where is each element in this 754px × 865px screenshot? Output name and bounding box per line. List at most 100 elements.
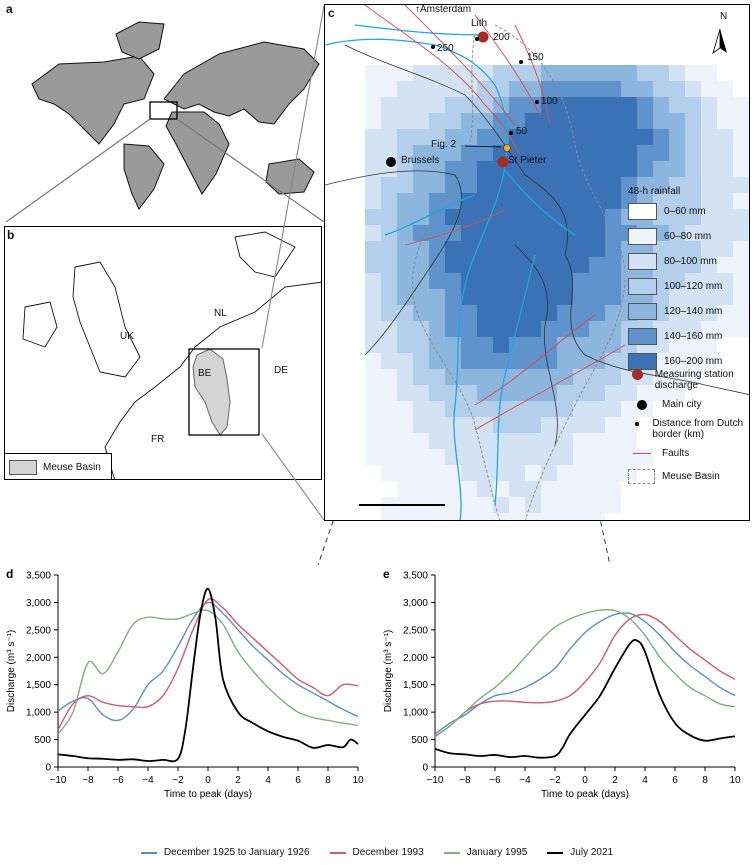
y-tick-label: 2,000 [26, 653, 51, 664]
rainfall-cell [509, 513, 525, 520]
europe-map [22, 231, 321, 479]
rainfall-cell [701, 337, 717, 353]
rainfall-cell [365, 65, 381, 81]
rainfall-cell [557, 241, 573, 257]
rainfall-cell [509, 465, 525, 481]
rainfall-cell [605, 433, 621, 449]
rainfall-cell [589, 225, 605, 241]
rainfall-cell [509, 289, 525, 305]
x-tick-label: 4 [265, 775, 271, 786]
rainfall-cell [509, 225, 525, 241]
rainfall-cell [685, 193, 701, 209]
rainfall-cell [461, 81, 477, 97]
rainfall-cell [381, 321, 397, 337]
panel-label: d [6, 567, 13, 581]
rainfall-cell [573, 289, 589, 305]
rainfall-cell [717, 81, 733, 97]
rainfall-cell [493, 321, 509, 337]
rainfall-cell [589, 257, 605, 273]
rainfall-cell [749, 129, 750, 145]
panel-a: a [4, 2, 326, 223]
rainfall-cell [669, 273, 685, 289]
rainfall-cell [365, 257, 381, 273]
rainfall-cell [397, 449, 413, 465]
rainfall-cell [669, 113, 685, 129]
rainfall-cell [525, 241, 541, 257]
rainfall-cell [509, 401, 525, 417]
rainfall-cell [733, 273, 749, 289]
rainfall-cell [461, 497, 477, 513]
rainfall-cell [493, 241, 509, 257]
rainfall-cell [669, 209, 685, 225]
rainfall-cell [477, 161, 493, 177]
rainfall-cell [509, 417, 525, 433]
rainfall-cell [429, 241, 445, 257]
rainfall-cell [573, 145, 589, 161]
rainfall-cell [637, 145, 653, 161]
landmass-greenland [115, 21, 165, 60]
rainfall-cell [589, 273, 605, 289]
rainfall-legend: 48-h rainfall 0–60 mm 60–80 mm 80–100 mm 10… [628, 186, 746, 370]
legend-faults: Faults [628, 448, 746, 459]
rainfall-cell [429, 97, 445, 113]
rainfall-cell [477, 497, 493, 513]
series-legend-label: December 1925 to January 1926 [163, 847, 310, 858]
rainfall-cell [525, 337, 541, 353]
rainfall-cell [429, 385, 445, 401]
rainfall-swatch [628, 203, 657, 220]
rainfall-cell [557, 273, 573, 289]
rainfall-cell [701, 353, 717, 369]
rainfall-cell [605, 305, 621, 321]
rainfall-cell [445, 337, 461, 353]
rainfall-cell [445, 401, 461, 417]
rainfall-cell [461, 145, 477, 161]
rainfall-cell [717, 273, 733, 289]
rainfall-cell [653, 97, 669, 113]
rainfall-cell [589, 417, 605, 433]
rainfall-cell [509, 305, 525, 321]
north-arrow [712, 28, 727, 54]
rainfall-cell [525, 177, 541, 193]
rainfall-cell [717, 113, 733, 129]
country-label: DE [274, 365, 288, 376]
rainfall-cell [685, 81, 701, 97]
rainfall-cell [477, 321, 493, 337]
rainfall-cell [397, 161, 413, 177]
rainfall-cell [669, 177, 685, 193]
rainfall-bin: 140–160 mm [628, 328, 746, 345]
rainfall-cell [733, 209, 749, 225]
rainfall-cell [701, 273, 717, 289]
rainfall-cell [573, 449, 589, 465]
rainfall-cell [413, 321, 429, 337]
rainfall-cell [669, 225, 685, 241]
series-legend-label: July 2021 [570, 847, 614, 858]
rainfall-cell [557, 225, 573, 241]
rainfall-cell [509, 497, 525, 513]
rainfall-cell [589, 465, 605, 481]
north-label: N [720, 11, 728, 22]
rainfall-cell [717, 97, 733, 113]
rainfall-cell [637, 385, 653, 401]
x-tick-label: −4 [142, 775, 154, 786]
chart-d: d 0 500 1,000 1,500 2,000 2,500 3,000 3,500 −10 −8… [6, 567, 364, 800]
rainfall-cell [589, 369, 605, 385]
rainfall-cell [653, 177, 669, 193]
rainfall-cell [381, 145, 397, 161]
rainfall-cell [413, 113, 429, 129]
y-axis-label: Discharge (m³ s⁻¹) [6, 630, 17, 713]
rainfall-cell [381, 337, 397, 353]
rainfall-cell [445, 177, 461, 193]
y-tick-label: 0 [422, 763, 428, 774]
rainfall-cell [445, 513, 461, 520]
rainfall-cell [429, 193, 445, 209]
rainfall-cell [365, 225, 381, 241]
rainfall-cell [573, 353, 589, 369]
rainfall-cell [461, 177, 477, 193]
rainfall-cell [669, 193, 685, 209]
place-brussels: Brussels [401, 155, 440, 166]
rainfall-cell [653, 129, 669, 145]
legend-city: Main city [628, 399, 746, 410]
rainfall-cell [733, 129, 749, 145]
rainfall-cell [477, 289, 493, 305]
rainfall-cell [525, 65, 541, 81]
